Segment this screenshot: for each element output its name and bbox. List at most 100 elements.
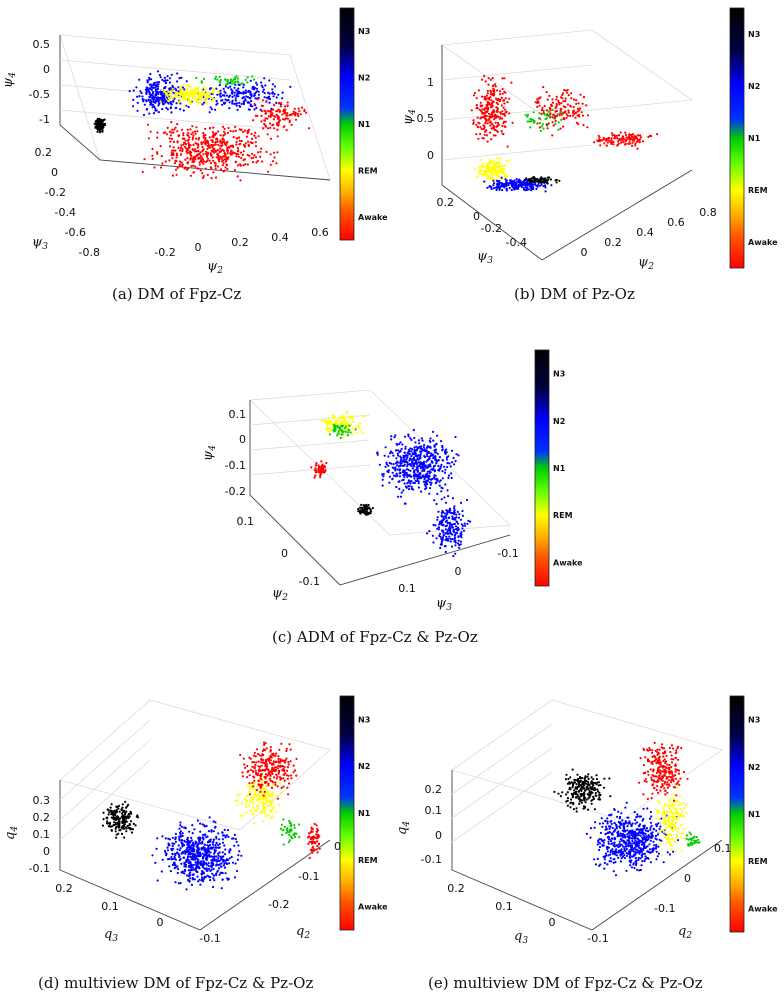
scatter-point [500,176,503,179]
scatter-point [489,177,493,180]
scatter-point [472,94,476,97]
scatter-point [210,144,213,147]
scatter-point [362,504,365,507]
scatter-point [235,104,238,107]
scatter-point [385,463,388,466]
scatter-point [184,98,188,101]
scatter-point [508,159,511,162]
scatter-point [550,103,553,106]
scatter-point [485,173,488,176]
scatter-point [214,77,217,80]
scatter-point [587,781,590,784]
scatter-point [583,799,586,802]
scatter-point [270,771,273,774]
scatter-point [235,137,238,140]
panel-c-zticks: 0.1 0 -0.1 -0.2 [225,408,246,498]
scatter-point [497,181,500,184]
scatter-point [591,786,594,789]
scatter-point [197,880,200,883]
scatter-point [595,778,599,781]
scatter-point [213,879,216,882]
scatter-point [136,109,139,112]
scatter-point [242,101,245,104]
scatter-point [236,80,239,83]
scatter-point [251,813,254,816]
scatter-point [285,129,288,132]
scatter-point [572,802,575,806]
scatter-point [210,108,213,111]
scatter-point [447,474,451,477]
scatter-point [530,186,533,189]
scatter-point [221,838,224,841]
scatter-point [218,147,221,150]
scatter-point [194,97,197,100]
scatter-point [194,861,197,864]
scatter-point [239,105,242,108]
scatter-point [136,95,139,98]
scatter-point [288,839,291,842]
scatter-point [269,115,272,118]
scatter-point [530,120,533,123]
scatter-point [286,766,289,769]
scatter-point [271,783,274,786]
scatter-point [103,122,106,125]
scatter-point [446,466,449,469]
scatter-point [441,459,444,462]
scatter-point [458,546,461,549]
scatter-point [354,425,358,428]
scatter-point [576,114,579,117]
scatter-point [436,518,439,521]
scatter-point [223,151,226,155]
scatter-point [361,508,364,511]
scatter-point [444,532,447,535]
scatter-point [543,113,546,116]
scatter-point [287,782,291,785]
scatter-point [575,796,578,799]
scatter-point [249,801,252,804]
scatter-point [228,857,231,860]
scatter-point [154,101,157,104]
scatter-point [414,441,417,444]
scatter-point [331,417,334,420]
scatter-point [161,835,164,838]
scatter-point [548,94,551,97]
scatter-point [226,140,229,143]
scatter-point [453,522,456,525]
scatter-point [121,803,124,806]
scatter-point [434,524,437,527]
scatter-point [110,803,113,806]
scatter-point [266,133,269,136]
scatter-point [251,800,254,803]
scatter-point [297,107,300,110]
scatter-point [168,77,172,80]
scatter-point [315,824,318,827]
scatter-point [192,164,195,167]
scatter-point [638,138,642,141]
scatter-point [284,105,287,108]
scatter-point [432,439,435,442]
scatter-point [414,479,417,482]
scatter-point [555,103,558,106]
scatter-point [219,134,222,137]
scatter-point [441,477,444,480]
scatter-point [199,853,202,856]
scatter-point [397,454,400,457]
scatter-point [601,139,604,142]
scatter-point [96,127,99,130]
scatter-point [624,142,627,145]
scatter-point [504,178,507,181]
scatter-point [200,159,203,162]
scatter-point [435,477,438,480]
scatter-point [410,465,413,468]
scatter-point [236,804,240,807]
scatter-point [256,159,259,163]
scatter-point [276,797,279,800]
scatter-point [603,142,606,145]
scatter-point [263,788,266,791]
scatter-point [156,70,160,73]
scatter-point [554,179,557,182]
scatter-point [183,865,186,868]
scatter-point [486,89,489,92]
scatter-point [492,84,495,87]
scatter-point [488,185,491,188]
